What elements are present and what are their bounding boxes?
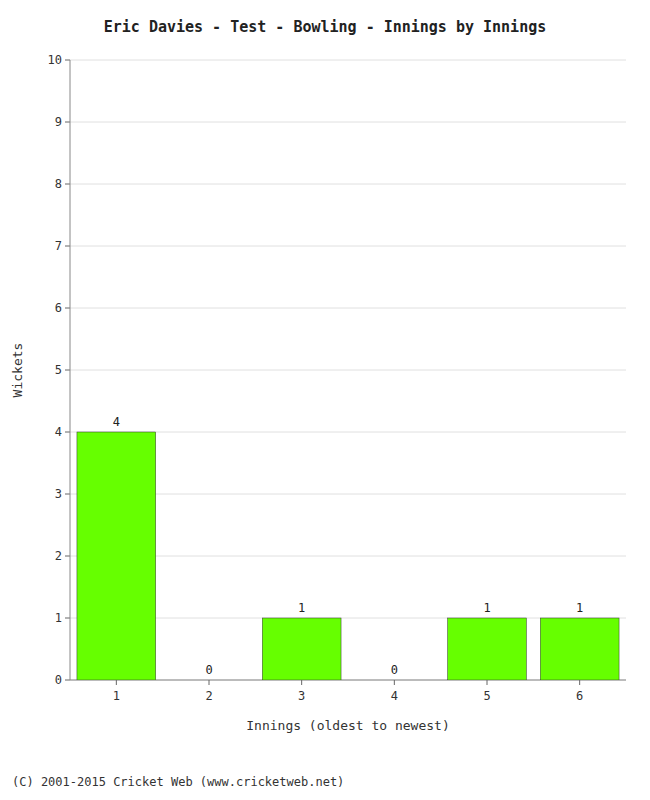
y-tick: [65, 680, 70, 681]
grid: [70, 60, 626, 680]
bar: [77, 432, 156, 680]
x-tick: [209, 680, 210, 685]
y-tick: [65, 494, 70, 495]
bars: [77, 432, 619, 680]
data-label: 0: [391, 663, 398, 677]
x-axis-label: Innings (oldest to newest): [246, 718, 450, 733]
bar: [355, 680, 434, 681]
y-tick: [65, 184, 70, 185]
y-tick-label: 8: [55, 177, 62, 191]
x-tick-label: 3: [298, 689, 305, 703]
grid-line: [70, 122, 626, 123]
y-tick: [65, 246, 70, 247]
title: Eric Davies - Test - Bowling - Innings b…: [104, 18, 547, 36]
data-label: 4: [113, 415, 120, 429]
y-axis-line: [70, 60, 71, 680]
x-tick: [487, 680, 488, 685]
y-tick-label: 3: [55, 487, 62, 501]
y-tick-label: 9: [55, 115, 62, 129]
y-tick: [65, 432, 70, 433]
data-label: 0: [205, 663, 212, 677]
axes: 012345678910123456: [48, 53, 626, 704]
x-tick-label: 2: [205, 689, 212, 703]
bar: [448, 618, 527, 680]
y-tick-label: 1: [55, 611, 62, 625]
x-tick-label: 1: [113, 689, 120, 703]
grid-line: [70, 184, 626, 185]
y-tick: [65, 60, 70, 61]
bar: [540, 618, 619, 680]
y-tick: [65, 556, 70, 557]
y-axis-label: Wickets: [10, 343, 25, 398]
data-label: 1: [576, 601, 583, 615]
grid-line: [70, 370, 626, 371]
data-label: 1: [298, 601, 305, 615]
y-tick-label: 0: [55, 673, 62, 687]
y-tick-label: 7: [55, 239, 62, 253]
bar: [262, 618, 341, 680]
y-tick: [65, 308, 70, 309]
grid-line: [70, 308, 626, 309]
bar: [170, 680, 249, 681]
y-tick-label: 2: [55, 549, 62, 563]
grid-line: [70, 246, 626, 247]
chart-svg: 012345678910123456401011Eric Davies - Te…: [0, 0, 650, 800]
x-tick-label: 5: [483, 689, 490, 703]
y-tick-label: 5: [55, 363, 62, 377]
x-tick-label: 6: [576, 689, 583, 703]
x-tick-label: 4: [391, 689, 398, 703]
x-tick: [394, 680, 395, 685]
y-tick-label: 10: [48, 53, 62, 67]
x-tick: [116, 680, 117, 685]
y-tick: [65, 122, 70, 123]
data-labels: 4 0 1 0 1 1: [113, 415, 584, 677]
x-tick: [579, 680, 580, 685]
grid-line: [70, 60, 626, 61]
y-tick: [65, 618, 70, 619]
y-tick-label: 6: [55, 301, 62, 315]
chart-container: 012345678910123456401011Eric Davies - Te…: [0, 0, 650, 800]
y-tick-label: 4: [55, 425, 62, 439]
y-tick: [65, 370, 70, 371]
data-label: 1: [483, 601, 490, 615]
footer: (C) 2001-2015 Cricket Web (www.cricketwe…: [12, 775, 344, 789]
x-tick: [301, 680, 302, 685]
